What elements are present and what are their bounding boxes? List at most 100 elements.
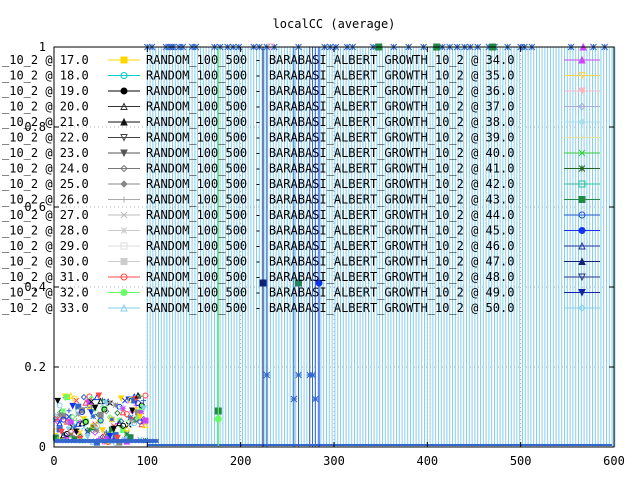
legend-right-label-11: RANDOM_100_500 - BARABASI_ALBERT_GROWTH_… [146,224,514,238]
cluster-point-53 [77,429,83,436]
legend-right-marker-2 [578,87,586,96]
cluster-point-105 [101,431,108,439]
cluster-point-19 [60,416,67,423]
legend-left-marker-14 [120,273,128,281]
legend-left-marker-2 [120,87,128,95]
x-tick-label-5: 500 [510,454,532,468]
cluster-base-230 [148,438,154,444]
cluster-point-71 [84,433,91,441]
low-x-cluster [52,391,160,446]
legend-left-label-9: _10_2 @ 26.0 [2,193,89,207]
cluster-base-227 [140,438,146,444]
cluster-point-127 [110,425,118,433]
cluster-base-211 [95,438,101,444]
cluster-point-118 [107,400,113,406]
cluster-point-83 [90,422,97,429]
cluster-base-214 [103,438,109,444]
legend-right-marker-10 [578,211,586,219]
x-tick-label-3: 300 [323,454,345,468]
cluster-base-215 [106,438,112,444]
legend-left-label-12: _10_2 @ 29.0 [2,239,89,253]
cluster-point-77 [88,398,95,405]
legend-right-marker-14 [578,273,586,282]
legend-left-label-15: _10_2 @ 32.0 [2,286,89,300]
cluster-point-185 [138,420,146,428]
cluster-point-177 [134,391,142,399]
cluster-base-210 [92,438,98,444]
cluster-point-59 [79,408,85,415]
cluster-point-195 [142,392,149,399]
cluster-point-119 [106,433,114,440]
cluster-point-29 [66,413,72,420]
cluster-base-205 [78,438,84,444]
legend-left-label-13: _10_2 @ 30.0 [2,255,89,269]
cluster-point-184 [138,408,145,415]
legend-left-marker-1 [120,72,128,79]
cluster-point-135 [114,434,121,442]
cluster-point-190 [141,398,147,404]
cluster-point-49 [74,420,82,427]
data-point-49 [259,279,267,287]
cluster-base-232 [154,438,160,444]
legend-left-marker-11 [120,227,128,234]
legend-right-label-10: RANDOM_100_500 - BARABASI_ALBERT_GROWTH_… [146,208,514,222]
legend-right-marker-7 [578,165,586,172]
cluster-base-221 [123,438,129,444]
cluster-base-207 [84,438,90,444]
legend-right-marker-15 [578,289,586,297]
cluster-point-193 [142,421,149,429]
cluster-base-197 [56,438,62,444]
legend-left-marker-0 [120,56,128,64]
legend-left-marker-7 [120,164,128,173]
cluster-base-220 [120,438,126,444]
legend-right-label-8: RANDOM_100_500 - BARABASI_ALBERT_GROWTH_… [146,177,514,191]
cluster-point-16 [60,407,67,414]
cluster-point-103 [99,427,106,434]
cluster-base-203 [73,438,78,444]
cluster-base-228 [143,438,148,444]
cluster-base-229 [145,438,151,444]
cluster-point-171 [131,420,138,427]
cluster-point-96 [97,418,104,424]
cluster-point-132 [114,409,121,417]
cluster-point-176 [135,413,141,420]
legend-left-label-7: _10_2 @ 24.0 [2,162,89,176]
cluster-base-216 [109,438,115,444]
cluster-point-45 [73,397,80,404]
cluster-point-26 [64,394,71,401]
cluster-base-213 [101,438,106,444]
cluster-point-72 [86,427,93,433]
y-tick-label-0: 0 [39,440,46,454]
cluster-point-1 [52,412,60,420]
cluster-point-102 [100,397,106,403]
legend-right-marker-13 [578,257,586,265]
legend-left-marker-8 [120,180,128,188]
cluster-point-194 [142,417,149,424]
legend-right-label-2: RANDOM_100_500 - BARABASI_ALBERT_GROWTH_… [146,84,514,98]
legend-left-label-16: _10_2 @ 33.0 [2,301,89,315]
cluster-base-222 [126,438,132,444]
legend-right-label-16: RANDOM_100_500 - BARABASI_ALBERT_GROWTH_… [146,301,514,315]
cluster-base-226 [137,438,143,444]
legend-left-label-10: _10_2 @ 27.0 [2,208,89,222]
legend-left-marker-5 [120,134,128,142]
legend-left-marker-12 [120,242,128,250]
cluster-base-206 [81,438,87,444]
data-point-59 [290,395,298,403]
legend-right-marker-3 [578,102,586,111]
cluster-point-0 [53,416,59,423]
legend-left-label-2: _10_2 @ 19.0 [2,84,89,98]
cluster-base-208 [87,438,92,444]
data-point-50 [263,371,271,379]
legend-left-label-0: _10_2 @ 17.0 [2,53,89,67]
cluster-point-24 [64,434,70,441]
legend-left-marker-3 [120,102,128,110]
legend-right-marker-11 [578,227,586,234]
legend-right-label-14: RANDOM_100_500 - BARABASI_ALBERT_GROWTH_… [146,270,514,284]
cluster-base-224 [131,438,137,444]
legend-right-label-13: RANDOM_100_500 - BARABASI_ALBERT_GROWTH_… [146,255,514,269]
cluster-point-7 [54,397,62,405]
data-point-56 [315,279,323,287]
cluster-point-153 [123,424,131,432]
legend-left: _10_2 @ 17.0 _10_2 @ 18.0_10_2 @ 19.0 _10_… [2,53,140,315]
